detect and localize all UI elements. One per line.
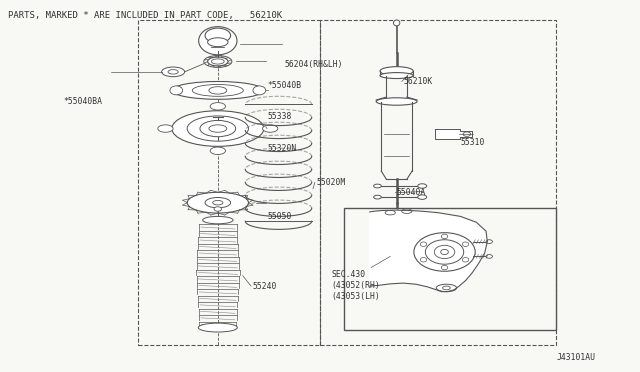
Ellipse shape bbox=[442, 234, 448, 238]
Ellipse shape bbox=[198, 323, 237, 332]
Text: 55338: 55338 bbox=[268, 112, 292, 121]
Ellipse shape bbox=[209, 87, 227, 94]
Ellipse shape bbox=[376, 98, 417, 105]
Bar bbox=[138, 20, 320, 344]
Ellipse shape bbox=[187, 116, 248, 141]
Text: *55040BA: *55040BA bbox=[63, 97, 102, 106]
Ellipse shape bbox=[214, 207, 221, 211]
Ellipse shape bbox=[374, 184, 381, 188]
Ellipse shape bbox=[209, 125, 227, 132]
Ellipse shape bbox=[200, 121, 236, 137]
Text: PARTS, MARKED * ARE INCLUDED IN PART CODE,   56210K: PARTS, MARKED * ARE INCLUDED IN PART COD… bbox=[8, 11, 282, 20]
Ellipse shape bbox=[172, 81, 264, 99]
Ellipse shape bbox=[162, 67, 184, 77]
Bar bbox=[320, 20, 556, 344]
Ellipse shape bbox=[426, 240, 464, 264]
Ellipse shape bbox=[436, 284, 457, 292]
Ellipse shape bbox=[168, 70, 178, 74]
Ellipse shape bbox=[443, 286, 451, 290]
Ellipse shape bbox=[420, 257, 427, 262]
Text: (43053(LH): (43053(LH) bbox=[332, 292, 380, 301]
Ellipse shape bbox=[385, 211, 396, 215]
Ellipse shape bbox=[462, 257, 468, 262]
Ellipse shape bbox=[187, 192, 248, 213]
Ellipse shape bbox=[158, 125, 173, 132]
Ellipse shape bbox=[463, 132, 470, 137]
Ellipse shape bbox=[486, 240, 492, 243]
Text: 55320N: 55320N bbox=[268, 144, 297, 153]
Text: 55040A: 55040A bbox=[397, 188, 426, 197]
Ellipse shape bbox=[212, 201, 223, 205]
Text: 55050: 55050 bbox=[268, 212, 292, 221]
Ellipse shape bbox=[192, 84, 243, 96]
Text: 55240: 55240 bbox=[253, 282, 277, 291]
Ellipse shape bbox=[402, 209, 412, 214]
Ellipse shape bbox=[414, 233, 475, 271]
Ellipse shape bbox=[462, 242, 468, 246]
Ellipse shape bbox=[210, 147, 225, 154]
Ellipse shape bbox=[207, 57, 228, 66]
Text: 55310: 55310 bbox=[461, 138, 485, 147]
Text: 56210K: 56210K bbox=[403, 77, 432, 86]
Ellipse shape bbox=[442, 265, 448, 270]
Text: 55020M: 55020M bbox=[317, 178, 346, 187]
Ellipse shape bbox=[170, 86, 182, 95]
Text: (43052(RH): (43052(RH) bbox=[332, 281, 380, 290]
Ellipse shape bbox=[210, 103, 225, 110]
Ellipse shape bbox=[374, 195, 381, 199]
Ellipse shape bbox=[380, 73, 413, 78]
Bar bbox=[344, 208, 556, 330]
Ellipse shape bbox=[435, 245, 455, 259]
Ellipse shape bbox=[418, 184, 427, 188]
Polygon shape bbox=[370, 210, 487, 292]
Text: 56204(RH&LH): 56204(RH&LH) bbox=[285, 60, 344, 69]
Ellipse shape bbox=[172, 111, 264, 146]
Ellipse shape bbox=[203, 217, 233, 224]
Ellipse shape bbox=[205, 198, 230, 208]
Text: *55040B: *55040B bbox=[268, 81, 301, 90]
Ellipse shape bbox=[205, 28, 230, 43]
Polygon shape bbox=[435, 129, 472, 139]
Ellipse shape bbox=[394, 20, 400, 26]
Ellipse shape bbox=[441, 249, 449, 254]
Ellipse shape bbox=[420, 242, 427, 246]
Text: SEC.430: SEC.430 bbox=[332, 270, 365, 279]
Text: J43101AU: J43101AU bbox=[556, 353, 595, 362]
Ellipse shape bbox=[253, 86, 266, 95]
Ellipse shape bbox=[380, 67, 413, 76]
Ellipse shape bbox=[418, 195, 427, 199]
Ellipse shape bbox=[486, 254, 492, 258]
Ellipse shape bbox=[211, 59, 224, 64]
Ellipse shape bbox=[198, 27, 237, 55]
Ellipse shape bbox=[207, 38, 228, 46]
Ellipse shape bbox=[262, 125, 278, 132]
